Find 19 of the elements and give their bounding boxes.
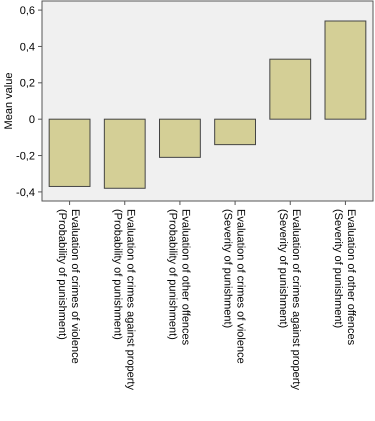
y-tick-label: 0,6 xyxy=(20,4,35,17)
y-tick-label: 0,4 xyxy=(20,41,35,54)
y-tick-label: 0 xyxy=(28,114,35,126)
x-tick-label: Evaluation of other offences (Severity of punishment) xyxy=(332,209,357,346)
y-axis-title: Mean value xyxy=(3,72,15,130)
x-tick-label: Evaluation of crimes of violence (Severity of punishment) xyxy=(222,209,247,364)
bar xyxy=(269,58,312,120)
bar xyxy=(324,20,366,120)
bar xyxy=(159,118,201,158)
x-tick-label: Evaluation of other offences (Probability of punishment) xyxy=(166,209,192,346)
bar xyxy=(48,118,90,187)
x-tick-label: Evaluation of crimes of violence (Probability of punishment) xyxy=(56,209,82,364)
y-tick-label: -0,4 xyxy=(16,186,35,199)
x-tick-label: Evaluation of crimes against property (Severity of punishment) xyxy=(276,209,302,390)
y-tick-label: 0,2 xyxy=(20,78,35,90)
bar xyxy=(104,118,146,189)
y-tick-label: -0,2 xyxy=(16,150,35,162)
bar xyxy=(214,118,256,146)
x-tick-label: Evaluation of crimes against property (Probability of punishment) xyxy=(111,209,136,390)
